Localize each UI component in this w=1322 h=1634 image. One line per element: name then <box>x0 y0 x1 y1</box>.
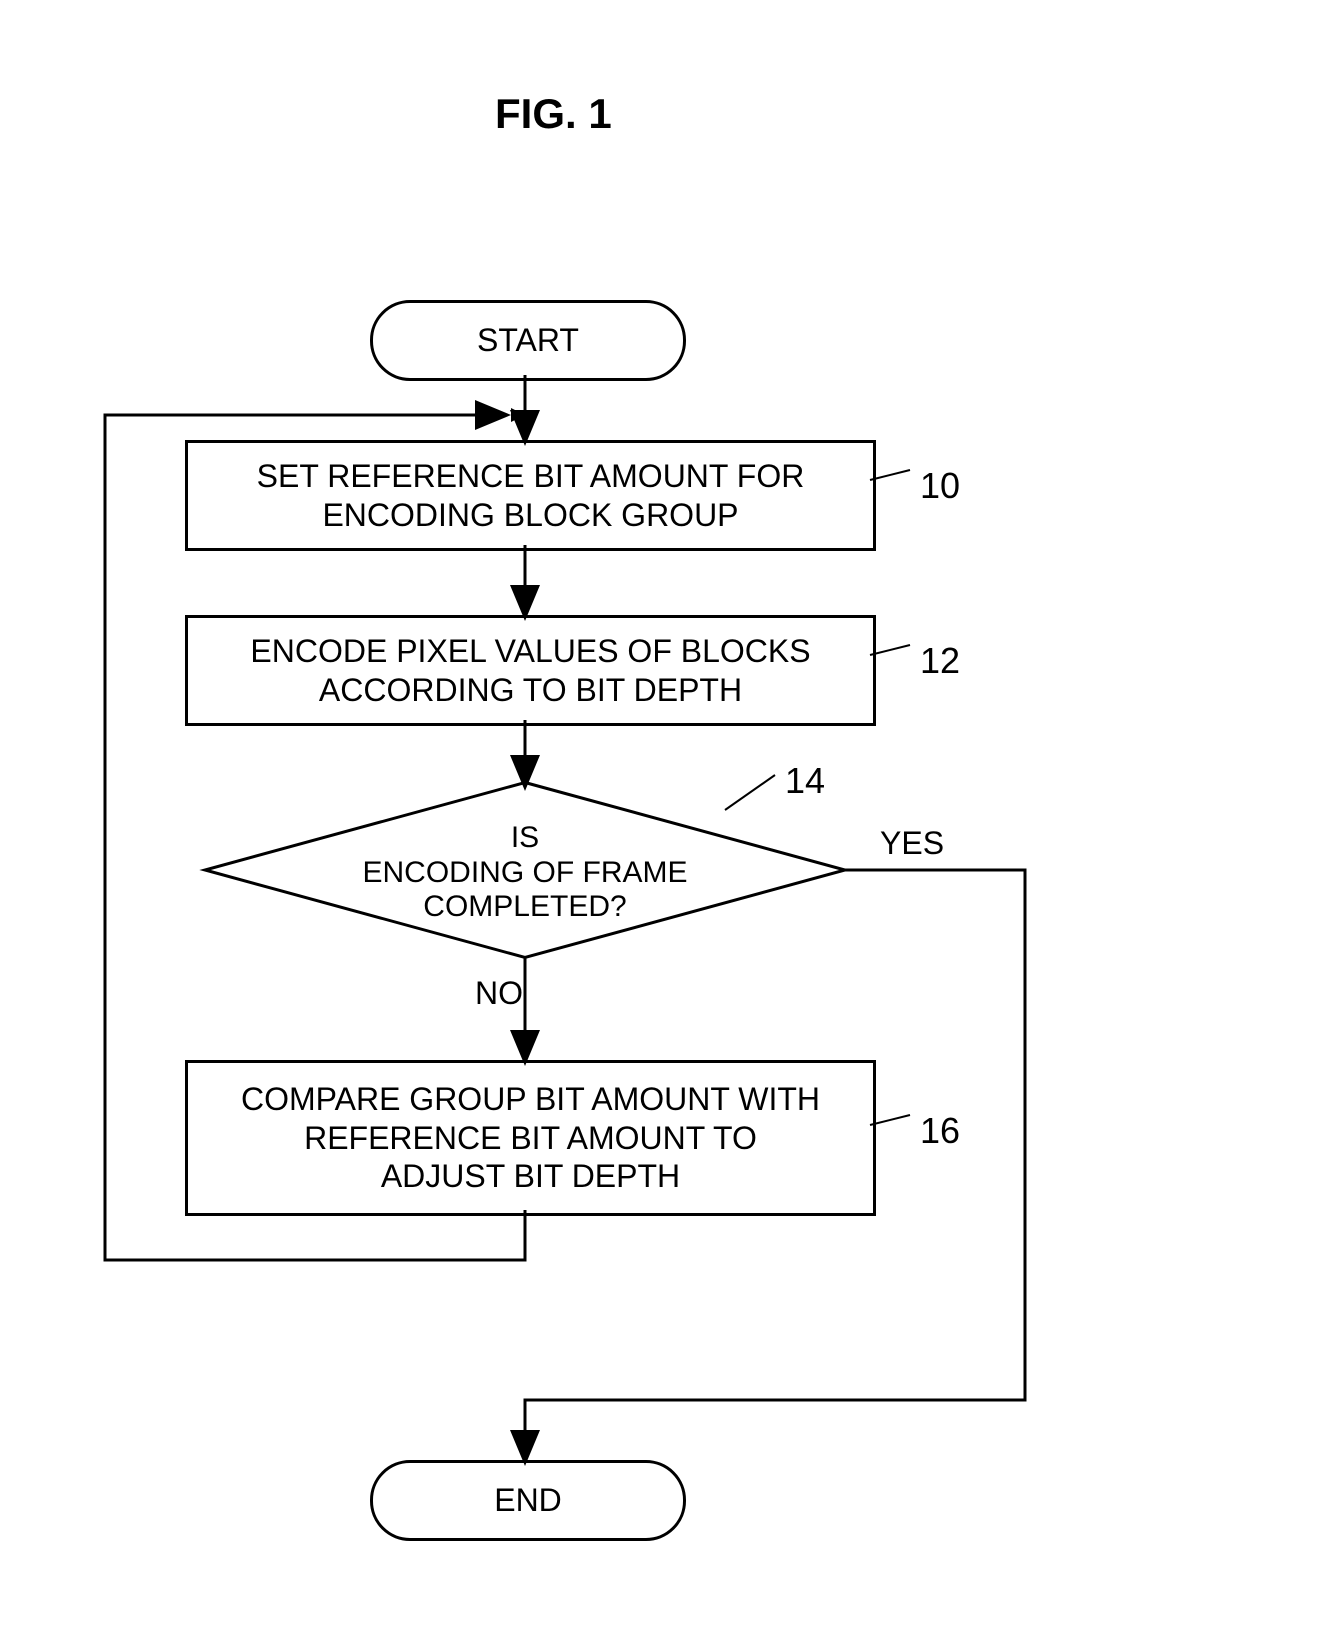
process-10-label: SET REFERENCE BIT AMOUNT FOR ENCODING BL… <box>257 457 805 534</box>
decision-14-yes: YES <box>880 825 944 862</box>
process-16: COMPARE GROUP BIT AMOUNT WITH REFERENCE … <box>185 1060 876 1216</box>
process-16-label: COMPARE GROUP BIT AMOUNT WITH REFERENCE … <box>241 1080 820 1195</box>
process-10: SET REFERENCE BIT AMOUNT FOR ENCODING BL… <box>185 440 876 551</box>
decision-14-no: NO <box>475 975 523 1012</box>
process-16-ref: 16 <box>920 1110 960 1152</box>
decision-14-ref: 14 <box>785 760 825 802</box>
decision-14-label: IS ENCODING OF FRAME COMPLETED? <box>205 821 845 925</box>
decision-14: IS ENCODING OF FRAME COMPLETED? <box>205 783 845 958</box>
process-12-label: ENCODE PIXEL VALUES OF BLOCKS ACCORDING … <box>250 632 810 709</box>
end-terminal: END <box>370 1460 686 1541</box>
start-terminal: START <box>370 300 686 381</box>
process-10-ref: 10 <box>920 465 960 507</box>
process-12: ENCODE PIXEL VALUES OF BLOCKS ACCORDING … <box>185 615 876 726</box>
start-terminal-label: START <box>477 322 579 359</box>
process-12-ref: 12 <box>920 640 960 682</box>
end-terminal-label: END <box>494 1482 562 1519</box>
